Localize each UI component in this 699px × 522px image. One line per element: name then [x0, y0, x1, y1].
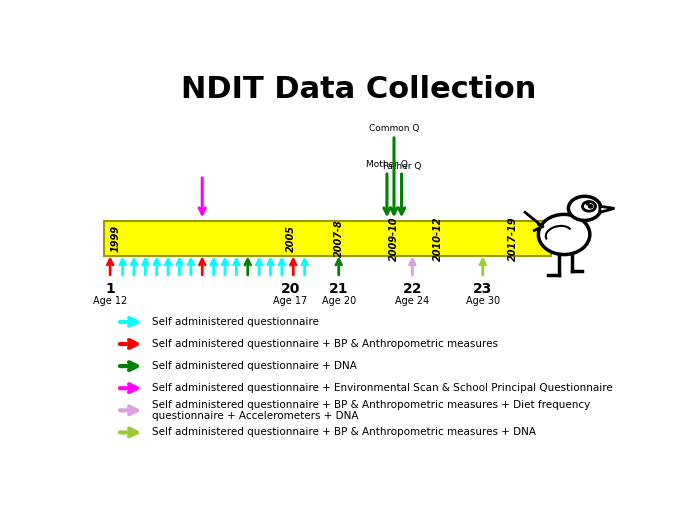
Text: 21: 21: [329, 282, 349, 295]
Text: Father Q: Father Q: [384, 162, 421, 171]
Text: Age 30: Age 30: [466, 296, 500, 306]
Text: Self administered questionnaire + BP & Anthropometric measures + DNA: Self administered questionnaire + BP & A…: [152, 428, 536, 437]
Text: Mother Q: Mother Q: [366, 160, 408, 169]
Text: 2009-10: 2009-10: [389, 216, 398, 260]
Text: Self administered questionnaire: Self administered questionnaire: [152, 317, 319, 327]
Circle shape: [568, 196, 601, 220]
Text: 1999: 1999: [110, 225, 120, 252]
Ellipse shape: [538, 215, 590, 255]
Text: 2005: 2005: [285, 225, 296, 252]
Text: Self administered questionnaire + BP & Anthropometric measures + Diet frequency
: Self administered questionnaire + BP & A…: [152, 399, 591, 421]
Text: 22: 22: [403, 282, 422, 295]
Polygon shape: [600, 206, 614, 212]
Text: Age 17: Age 17: [273, 296, 308, 306]
Text: Age 12: Age 12: [93, 296, 127, 306]
Text: 2007-8: 2007-8: [333, 220, 344, 257]
Text: 2010-12: 2010-12: [433, 216, 443, 260]
Text: Common Q: Common Q: [369, 124, 419, 133]
Text: NDIT Data Collection: NDIT Data Collection: [180, 75, 536, 104]
Text: Self administered questionnaire + Environmental Scan & School Principal Question: Self administered questionnaire + Enviro…: [152, 383, 613, 393]
Text: 20: 20: [281, 282, 300, 295]
Circle shape: [582, 201, 596, 211]
Text: Age 20: Age 20: [322, 296, 356, 306]
Text: Age 24: Age 24: [396, 296, 429, 306]
Bar: [103, 221, 551, 256]
Text: Self administered questionnaire + DNA: Self administered questionnaire + DNA: [152, 361, 357, 371]
Text: 1: 1: [106, 282, 115, 295]
Circle shape: [589, 205, 593, 208]
Text: Self administered questionnaire + BP & Anthropometric measures: Self administered questionnaire + BP & A…: [152, 339, 498, 349]
Text: 23: 23: [473, 282, 493, 295]
Text: 2017-19: 2017-19: [507, 216, 518, 260]
